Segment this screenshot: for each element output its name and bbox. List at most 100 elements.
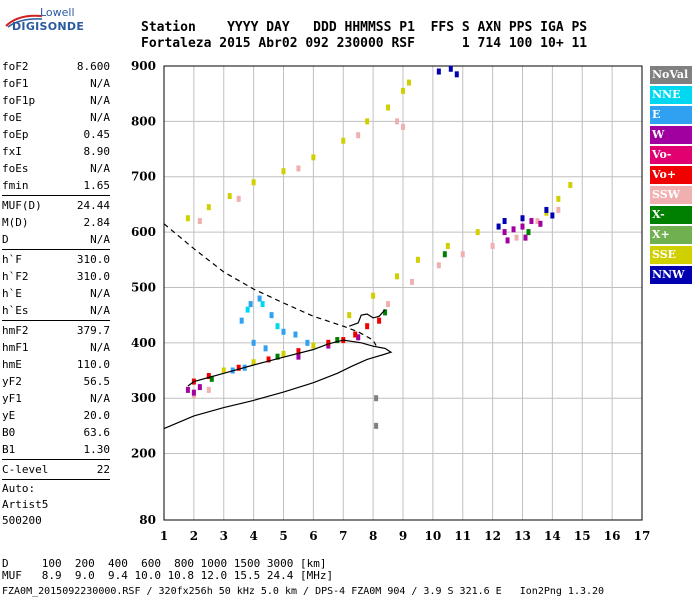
echo-point — [556, 195, 561, 202]
x-tick-label: 5 — [279, 529, 287, 543]
echo-point — [353, 331, 358, 338]
echo-point — [374, 395, 379, 402]
y-tick-label: 600 — [131, 225, 156, 239]
param-row: h`Es N/A — [2, 302, 110, 319]
echo-point — [206, 386, 211, 393]
param-row: B1 1.30 — [2, 441, 110, 458]
param-row: hmF1 N/A — [2, 339, 110, 356]
legend-item-e: E — [650, 106, 692, 124]
echo-point — [296, 165, 301, 172]
x-tick-label: 17 — [634, 529, 651, 543]
legend-item-vo: Vo+ — [650, 166, 692, 184]
profile-dashed-line — [163, 223, 377, 346]
echo-point — [263, 345, 268, 352]
param-value: N/A — [90, 341, 110, 354]
y-tick-label: 700 — [131, 170, 156, 184]
echo-point — [197, 384, 202, 391]
param-name: yE — [2, 409, 16, 422]
echo-point — [206, 373, 211, 380]
y-tick-label: 300 — [131, 391, 156, 405]
param-name: h`F2 — [2, 270, 29, 283]
plot-frame — [163, 65, 643, 521]
echo-point — [436, 262, 441, 269]
echo-point — [251, 359, 256, 366]
param-name: hmE — [2, 358, 22, 371]
param-row: foF1 N/A — [2, 75, 110, 92]
file-info: FZA0M_2015092230000.RSF / 320fx256h 50 k… — [2, 586, 605, 597]
y-tick-label: 800 — [131, 114, 156, 128]
echo-point — [374, 422, 379, 429]
echo-point — [505, 237, 510, 244]
x-tick-label: 1 — [160, 529, 168, 543]
param-row: yF1 N/A — [2, 390, 110, 407]
echo-point — [341, 137, 346, 144]
param-name: M(D) — [2, 216, 29, 229]
param-value: 8.90 — [83, 145, 111, 158]
param-name: B0 — [2, 426, 16, 439]
param-name: D — [2, 233, 9, 246]
echo-point — [454, 71, 459, 78]
station-header: Station YYYY DAY DDD HHMMSS P1 FFS S AXN… — [141, 20, 587, 52]
param-row: h`F 310.0 — [2, 251, 110, 268]
param-name: yF1 — [2, 392, 22, 405]
echo-point — [236, 364, 241, 371]
echo-point — [251, 339, 256, 346]
param-value: 379.7 — [76, 324, 110, 337]
x-tick-label: 2 — [190, 529, 198, 543]
param-name: fxI — [2, 145, 22, 158]
divider — [2, 195, 110, 196]
echo-point — [206, 204, 211, 211]
echo-point — [448, 65, 453, 72]
param-value: 1.65 — [83, 179, 111, 192]
echo-point — [556, 206, 561, 213]
divider — [2, 249, 110, 250]
param-name: hmF1 — [2, 341, 29, 354]
divider — [2, 320, 110, 321]
echo-point — [475, 229, 480, 236]
param-name: h`F — [2, 253, 22, 266]
x-tick-label: 4 — [249, 529, 257, 543]
y-tick-label: 900 — [131, 59, 156, 73]
echo-point — [568, 182, 573, 189]
param-name: foEp — [2, 128, 29, 141]
divider — [2, 479, 110, 480]
echo-point — [409, 278, 414, 285]
echo-point — [386, 301, 391, 308]
legend-item-w: W — [650, 126, 692, 144]
param-value: 310.0 — [76, 270, 110, 283]
param-name: h`Es — [2, 304, 29, 317]
echo-point — [502, 229, 507, 236]
digisonde-logo: Lowell DIGISONDE — [4, 4, 84, 40]
echo-point — [442, 251, 447, 258]
param-value: N/A — [90, 77, 110, 90]
echo-point — [523, 234, 528, 241]
echo-point — [227, 193, 232, 200]
echo-point — [191, 389, 196, 396]
echo-point — [496, 223, 501, 230]
param-row: foF1p N/A — [2, 92, 110, 109]
legend-item-nne: NNE — [650, 86, 692, 104]
legend-item-x: X+ — [650, 226, 692, 244]
param-row: h`F2 310.0 — [2, 268, 110, 285]
param-name: hmF2 — [2, 324, 29, 337]
y-tick-label: 80 — [139, 513, 156, 527]
echo-point — [511, 226, 516, 233]
param-value: N/A — [90, 111, 110, 124]
header-values: Fortaleza 2015 Abr02 092 230000 RSF 1 71… — [141, 36, 588, 51]
param-value: 63.6 — [83, 426, 111, 439]
param-name: foF1p — [2, 94, 36, 107]
param-row: yF2 56.5 — [2, 373, 110, 390]
param-value: N/A — [90, 162, 110, 175]
echo-point — [415, 256, 420, 263]
trace-solid-line — [348, 309, 386, 327]
echo-point — [281, 328, 286, 335]
param-value: N/A — [90, 233, 110, 246]
echo-point — [347, 312, 352, 319]
param-value: N/A — [90, 287, 110, 300]
echo-point — [197, 218, 202, 225]
echo-point — [281, 350, 286, 357]
echo-point — [296, 348, 301, 355]
legend-item-vo: Vo- — [650, 146, 692, 164]
param-row: hmE 110.0 — [2, 356, 110, 373]
echo-point — [185, 386, 190, 393]
